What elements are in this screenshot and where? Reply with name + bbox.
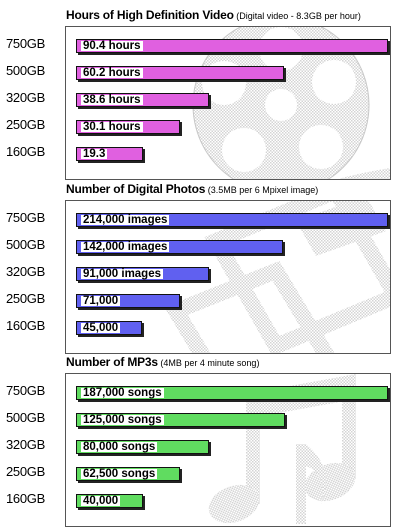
bar-value-label: 38.6 hours [81,94,143,106]
chart-title: Number of Digital Photos (3.5MB per 6 Mp… [66,182,318,196]
bar: 90.4 hours [76,39,388,53]
bar: 142,000 images [76,240,283,254]
category-label: 160GB [6,144,45,159]
category-label: 320GB [6,437,45,452]
bar: 30.1 hours [76,120,180,134]
bar-value-label: 19.3 [81,148,108,160]
chart-section-1: Hours of High Definition Video (Digital … [0,8,400,180]
chart-title-text: Number of Digital Photos [66,182,206,196]
bar-value-label: 62,500 songs [81,468,158,480]
music-notes-icon [208,374,356,524]
category-label: 250GB [6,464,45,479]
chart-panel: 214,000 images 142,000 images 91,000 image… [65,200,391,354]
category-label: 500GB [6,410,45,425]
chart-title-text: Hours of High Definition Video [66,8,234,22]
category-label: 250GB [6,117,45,132]
bar: 214,000 images [76,213,388,227]
category-label: 320GB [6,264,45,279]
bar-value-label: 45,000 [81,322,121,334]
bar: 187,000 songs [76,386,388,400]
chart-panel: 187,000 songs 125,000 songs 80,000 songs 62… [65,373,391,527]
bar-value-label: 71,000 [81,295,121,307]
bar-value-label: 60.2 hours [81,67,143,79]
bar: 125,000 songs [76,413,285,427]
category-label: 500GB [6,237,45,252]
chart-subtitle: (4MB per 4 minute song) [157,358,260,368]
chart-section-3: Number of MP3s (4MB per 4 minute song) 18… [0,355,400,527]
bar-value-label: 214,000 images [81,214,170,226]
chart-panel: 90.4 hours 60.2 hours 38.6 hours 30.1 hours… [65,26,391,180]
category-label: 160GB [6,318,45,333]
bar-value-label: 142,000 images [81,241,170,253]
bar-value-label: 91,000 images [81,268,164,280]
chart-subtitle: (Digital video - 8.3GB per hour) [233,11,361,21]
category-label: 250GB [6,291,45,306]
chart-title-text: Number of MP3s [66,355,158,369]
chart-title: Number of MP3s (4MB per 4 minute song) [66,355,259,369]
category-label: 750GB [6,210,45,225]
bar-value-label: 30.1 hours [81,121,143,133]
category-label: 500GB [6,63,45,78]
bar: 45,000 [76,321,142,335]
bar: 91,000 images [76,267,209,281]
category-label: 750GB [6,383,45,398]
category-label: 320GB [6,90,45,105]
bar-value-label: 40,000 [81,495,121,507]
bar-value-label: 80,000 songs [81,441,158,453]
bar: 40,000 [76,494,143,508]
bar-value-label: 90.4 hours [81,40,143,52]
bar-value-label: 125,000 songs [81,414,164,426]
bar: 60.2 hours [76,66,284,80]
bar-value-label: 187,000 songs [81,387,164,399]
bar: 19.3 [76,147,143,161]
chart-subtitle: (3.5MB per 6 Mpixel image) [205,185,319,195]
bar: 38.6 hours [76,93,209,107]
chart-section-2: Number of Digital Photos (3.5MB per 6 Mp… [0,182,400,354]
bar: 62,500 songs [76,467,180,481]
category-label: 750GB [6,36,45,51]
bar: 71,000 [76,294,180,308]
bar: 80,000 songs [76,440,209,454]
category-label: 160GB [6,491,45,506]
chart-title: Hours of High Definition Video (Digital … [66,8,361,22]
